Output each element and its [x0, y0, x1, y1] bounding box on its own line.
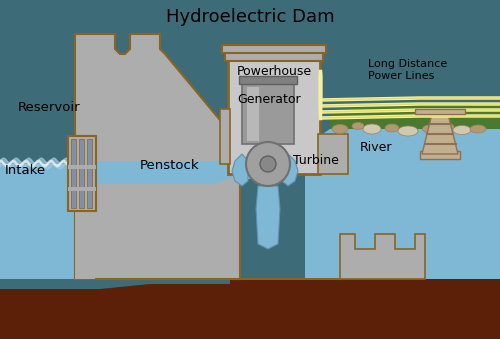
Ellipse shape — [398, 126, 418, 136]
Text: Intake: Intake — [5, 164, 46, 177]
Bar — [318, 134, 348, 174]
Polygon shape — [75, 144, 95, 279]
Ellipse shape — [470, 125, 486, 133]
Ellipse shape — [352, 122, 364, 129]
Polygon shape — [75, 34, 240, 279]
Bar — [68, 165, 96, 169]
Text: Turbine: Turbine — [293, 154, 339, 167]
Bar — [242, 84, 294, 144]
Bar — [247, 87, 259, 141]
Bar — [228, 59, 320, 174]
Polygon shape — [0, 284, 230, 339]
Polygon shape — [232, 154, 248, 186]
Ellipse shape — [453, 125, 471, 135]
Polygon shape — [256, 186, 280, 249]
Polygon shape — [240, 234, 425, 279]
Bar — [68, 136, 96, 211]
Ellipse shape — [385, 124, 399, 132]
Polygon shape — [0, 164, 95, 279]
Ellipse shape — [442, 123, 454, 131]
Bar — [222, 45, 326, 53]
Bar — [87, 139, 92, 208]
Text: Penstock: Penstock — [140, 159, 200, 172]
Bar — [225, 51, 323, 61]
Text: Powerhouse: Powerhouse — [237, 65, 312, 78]
Text: Generator: Generator — [237, 93, 300, 106]
Polygon shape — [95, 159, 240, 184]
Bar — [415, 109, 465, 114]
Ellipse shape — [363, 124, 381, 134]
Polygon shape — [330, 104, 500, 129]
Text: Reservoir: Reservoir — [18, 101, 80, 114]
Polygon shape — [422, 114, 458, 154]
Text: Long Distance
Power Lines: Long Distance Power Lines — [368, 59, 448, 81]
Polygon shape — [230, 279, 500, 339]
Text: River: River — [360, 141, 392, 154]
Polygon shape — [282, 154, 298, 186]
Bar — [239, 76, 297, 84]
Polygon shape — [305, 109, 500, 279]
Circle shape — [246, 142, 290, 186]
Bar — [420, 151, 460, 159]
Circle shape — [260, 156, 276, 172]
Ellipse shape — [332, 124, 348, 134]
Bar — [220, 109, 230, 164]
Polygon shape — [240, 159, 280, 179]
Bar — [79, 139, 84, 208]
Bar — [262, 144, 274, 164]
Bar — [68, 187, 96, 191]
Text: Hydroelectric Dam: Hydroelectric Dam — [166, 8, 334, 26]
Bar — [71, 139, 76, 208]
Ellipse shape — [422, 125, 438, 133]
